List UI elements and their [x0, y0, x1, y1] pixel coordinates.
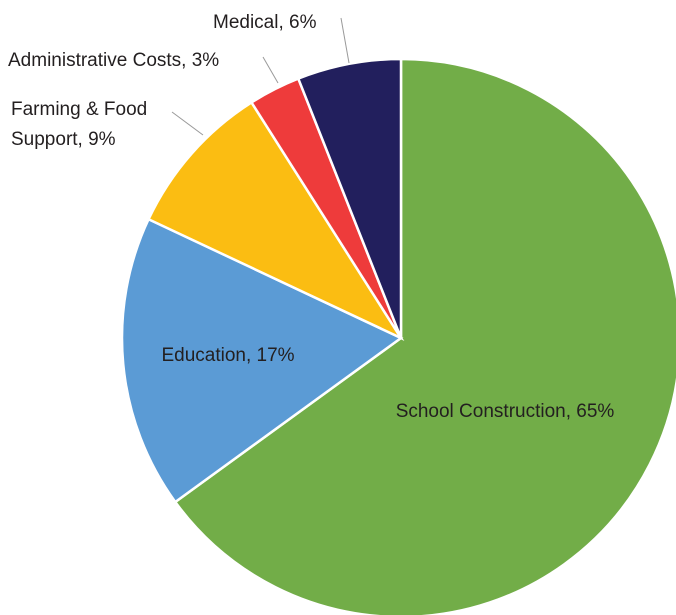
- pie-slice-education: [120, 217, 404, 504]
- label-school-construction: School Construction, 65%: [396, 401, 615, 422]
- leader-lines: [171, 17, 350, 136]
- label-medical: Medical, 6%: [213, 12, 317, 33]
- label-farming-line1: Farming & Food: [11, 99, 147, 120]
- pie-slices: [120, 57, 676, 615]
- leader-line-administrative: [262, 56, 279, 84]
- label-education: Education, 17%: [161, 345, 294, 366]
- pie-slice-medical: [296, 57, 403, 339]
- leader-line-medical: [340, 17, 350, 64]
- label-administrative-costs: Administrative Costs, 3%: [8, 50, 219, 71]
- slice-labels: School Construction, 65% Education, 17% …: [8, 12, 614, 422]
- leader-line-farming: [171, 111, 204, 136]
- pie-slice-farming-food-support: [146, 100, 405, 341]
- label-farming-line2: Support, 9%: [11, 129, 116, 150]
- pie-slice-school-construction: [173, 57, 676, 615]
